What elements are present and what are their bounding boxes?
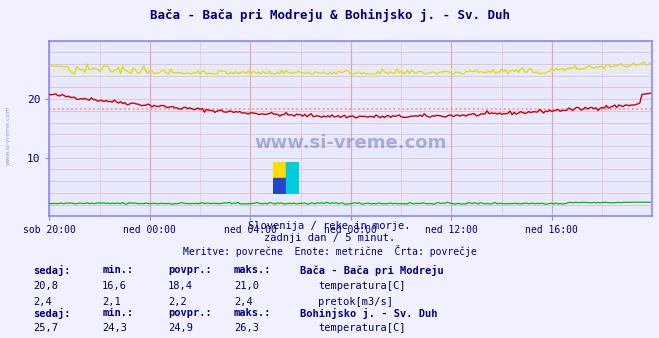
Text: 25,7: 25,7: [33, 323, 58, 334]
Text: Bača - Bača pri Modreju: Bača - Bača pri Modreju: [300, 265, 444, 276]
Bar: [273, 178, 286, 194]
Text: sedaj:: sedaj:: [33, 265, 71, 276]
Text: povpr.:: povpr.:: [168, 308, 212, 318]
Text: 21,0: 21,0: [234, 281, 259, 291]
Text: 20,8: 20,8: [33, 281, 58, 291]
Bar: [286, 178, 299, 194]
Text: www.si-vreme.com: www.si-vreme.com: [5, 105, 11, 165]
Text: pretok[m3/s]: pretok[m3/s]: [318, 297, 393, 307]
Text: povpr.:: povpr.:: [168, 265, 212, 275]
Text: min.:: min.:: [102, 308, 133, 318]
Text: Bohinjsko j. - Sv. Duh: Bohinjsko j. - Sv. Duh: [300, 308, 438, 319]
Text: 2,1: 2,1: [102, 297, 121, 307]
Bar: [286, 162, 299, 178]
Text: Meritve: povrečne  Enote: metrične  Črta: povrečje: Meritve: povrečne Enote: metrične Črta: …: [183, 245, 476, 257]
Text: 18,4: 18,4: [168, 281, 193, 291]
Text: 24,9: 24,9: [168, 323, 193, 334]
Text: 2,2: 2,2: [168, 297, 186, 307]
Text: 24,3: 24,3: [102, 323, 127, 334]
Text: www.si-vreme.com: www.si-vreme.com: [255, 134, 447, 151]
Text: 16,6: 16,6: [102, 281, 127, 291]
Text: sedaj:: sedaj:: [33, 308, 71, 319]
Text: 26,3: 26,3: [234, 323, 259, 334]
Text: min.:: min.:: [102, 265, 133, 275]
Text: 2,4: 2,4: [33, 297, 51, 307]
Text: temperatura[C]: temperatura[C]: [318, 323, 406, 334]
Bar: [273, 162, 286, 178]
Text: Slovenija / reke in morje.: Slovenija / reke in morje.: [248, 221, 411, 232]
Text: maks.:: maks.:: [234, 265, 272, 275]
Text: Bača - Bača pri Modreju & Bohinjsko j. - Sv. Duh: Bača - Bača pri Modreju & Bohinjsko j. -…: [150, 8, 509, 22]
Text: maks.:: maks.:: [234, 308, 272, 318]
Text: zadnji dan / 5 minut.: zadnji dan / 5 minut.: [264, 233, 395, 243]
Text: 2,4: 2,4: [234, 297, 252, 307]
Text: temperatura[C]: temperatura[C]: [318, 281, 406, 291]
